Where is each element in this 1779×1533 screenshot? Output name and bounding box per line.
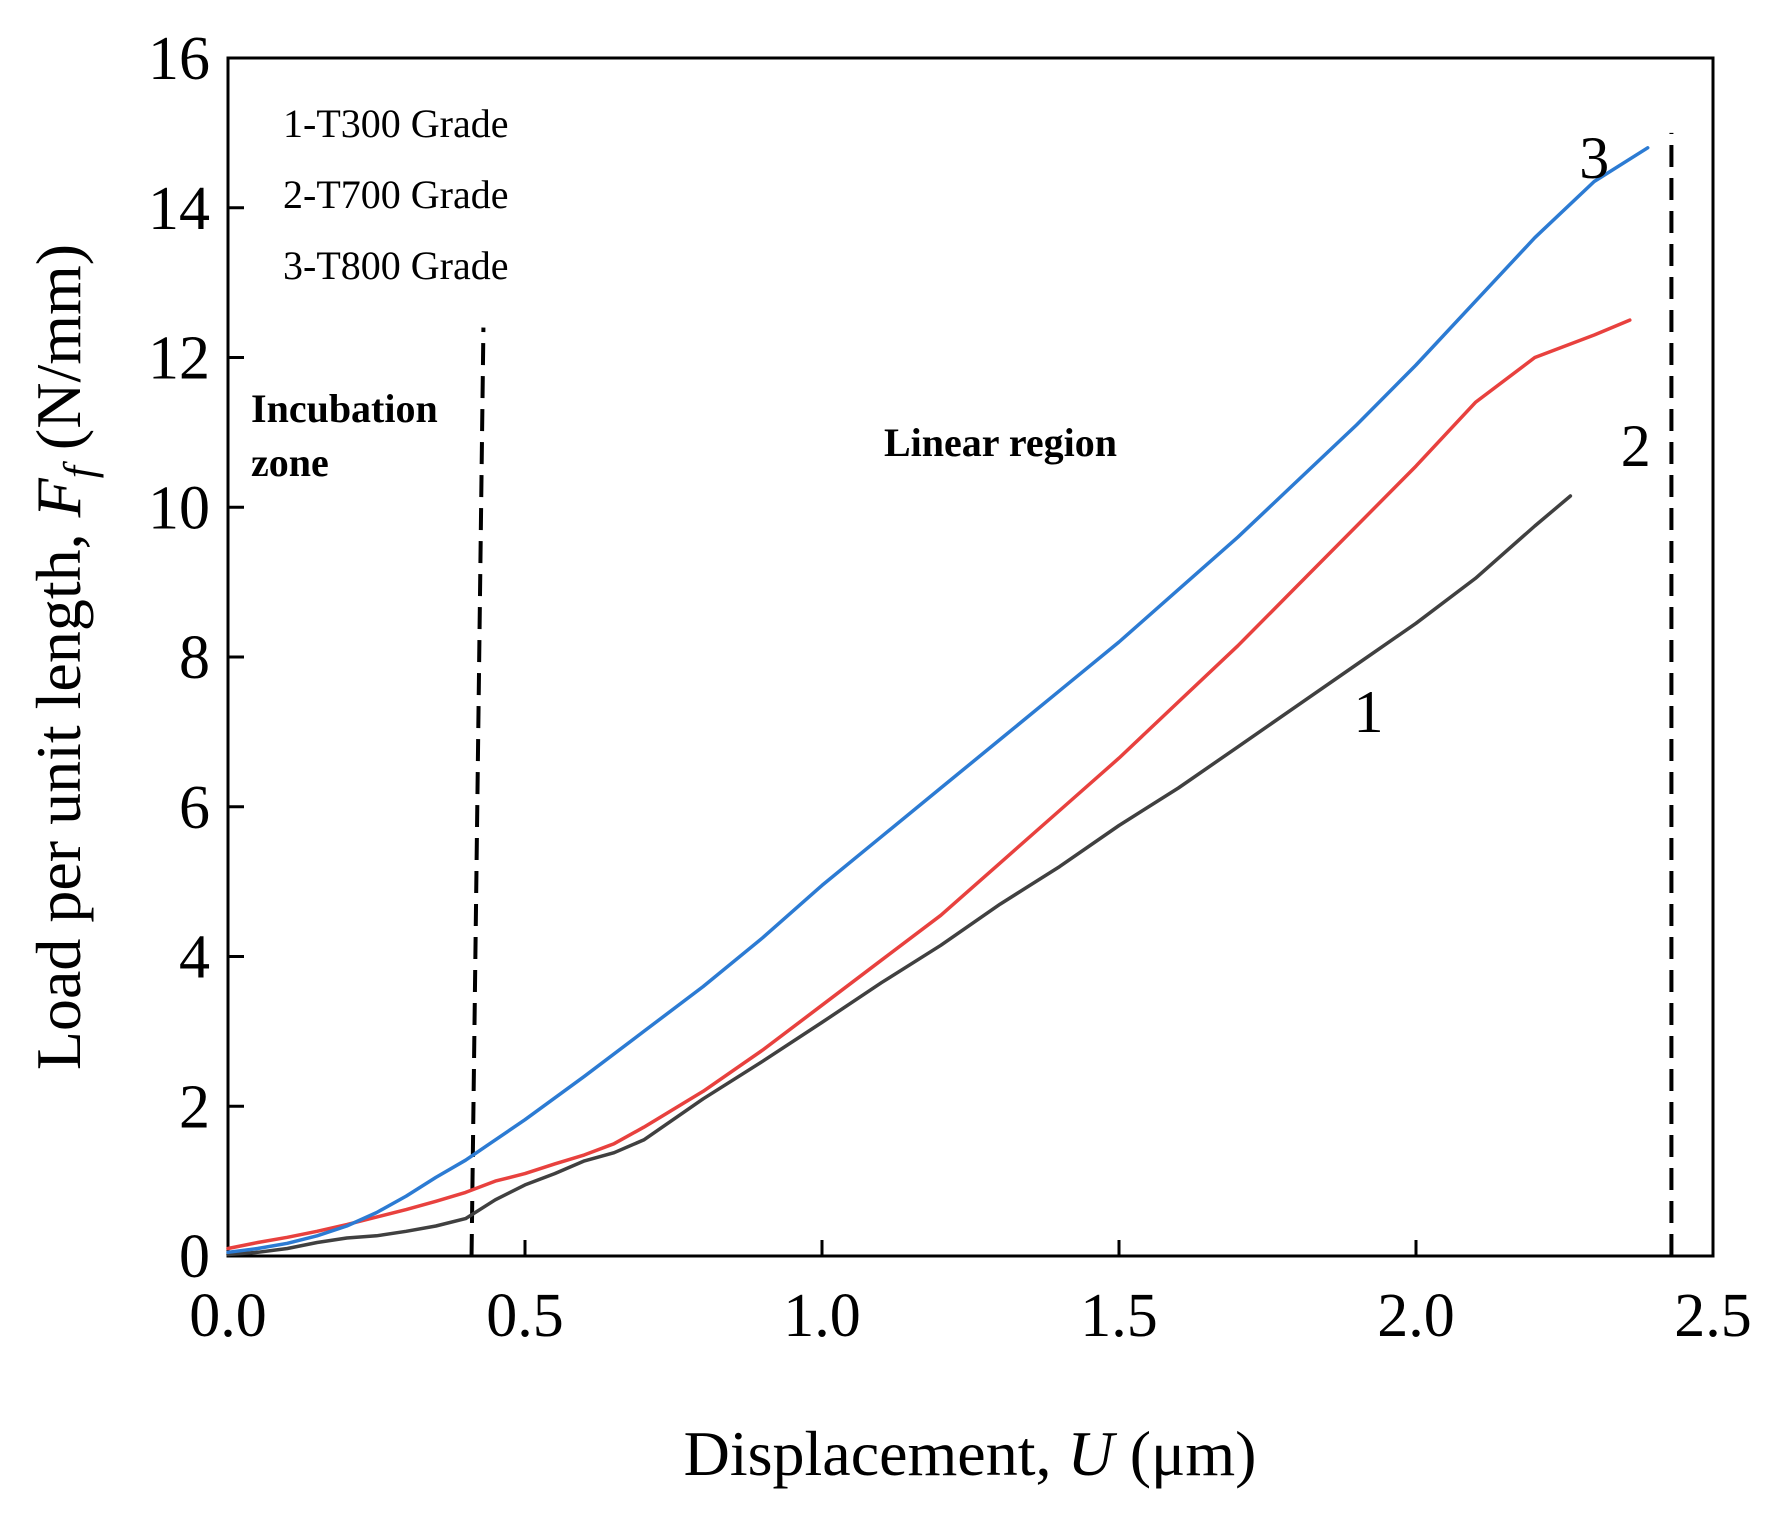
y-tick-label-2: 4 <box>179 924 210 992</box>
x-tick-label-0: 0.0 <box>189 1282 267 1350</box>
divider-line-1 <box>469 327 486 1257</box>
x-tick-label-2: 1.0 <box>783 1282 861 1350</box>
plot-frame <box>226 56 1715 1258</box>
y-tick-label-6: 12 <box>148 325 210 393</box>
y-tick-label-7: 14 <box>148 175 210 243</box>
y-tick-label-8: 16 <box>148 25 210 93</box>
series-line-2 <box>226 318 1632 1251</box>
x-tick-label-3: 1.5 <box>1080 1282 1158 1350</box>
x-tick-label-5: 2.5 <box>1674 1282 1752 1350</box>
curve-label-2: 2 <box>1621 413 1651 479</box>
y-axis-title: Load per unit length, Ff (N/mm) <box>23 244 104 1070</box>
y-tick-label-5: 10 <box>148 474 210 542</box>
x-tick-label-4: 2.0 <box>1377 1282 1455 1350</box>
incubation-zone-label-line1: Incubation <box>251 386 438 431</box>
x-tick-label-1: 0.5 <box>486 1282 564 1350</box>
y-tick-label-3: 6 <box>179 774 210 842</box>
data-series: 1 2 3 <box>226 125 1651 1257</box>
legend-entry-3: 3-T800 Grade <box>283 243 508 288</box>
chart-annotations: 1-T300 Grade 2-T700 Grade 3-T800 Grade I… <box>23 101 1256 1489</box>
legend-entry-2: 2-T700 Grade <box>283 172 508 217</box>
y-tick-label-4: 8 <box>179 624 210 692</box>
series-line-3 <box>226 146 1650 1255</box>
incubation-zone-label-line2: zone <box>251 440 329 485</box>
legend-entry-1: 1-T300 Grade <box>283 101 508 146</box>
x-axis-title: Displacement, U (μm) <box>684 1418 1257 1489</box>
curve-label-3: 3 <box>1579 125 1609 191</box>
y-tick-label-0: 0 <box>179 1223 210 1291</box>
curve-label-1: 1 <box>1353 679 1383 745</box>
linear-region-label: Linear region <box>884 420 1117 465</box>
region-dividers <box>469 132 1674 1257</box>
y-tick-label-1: 2 <box>179 1073 210 1141</box>
series-line-1 <box>226 494 1573 1257</box>
